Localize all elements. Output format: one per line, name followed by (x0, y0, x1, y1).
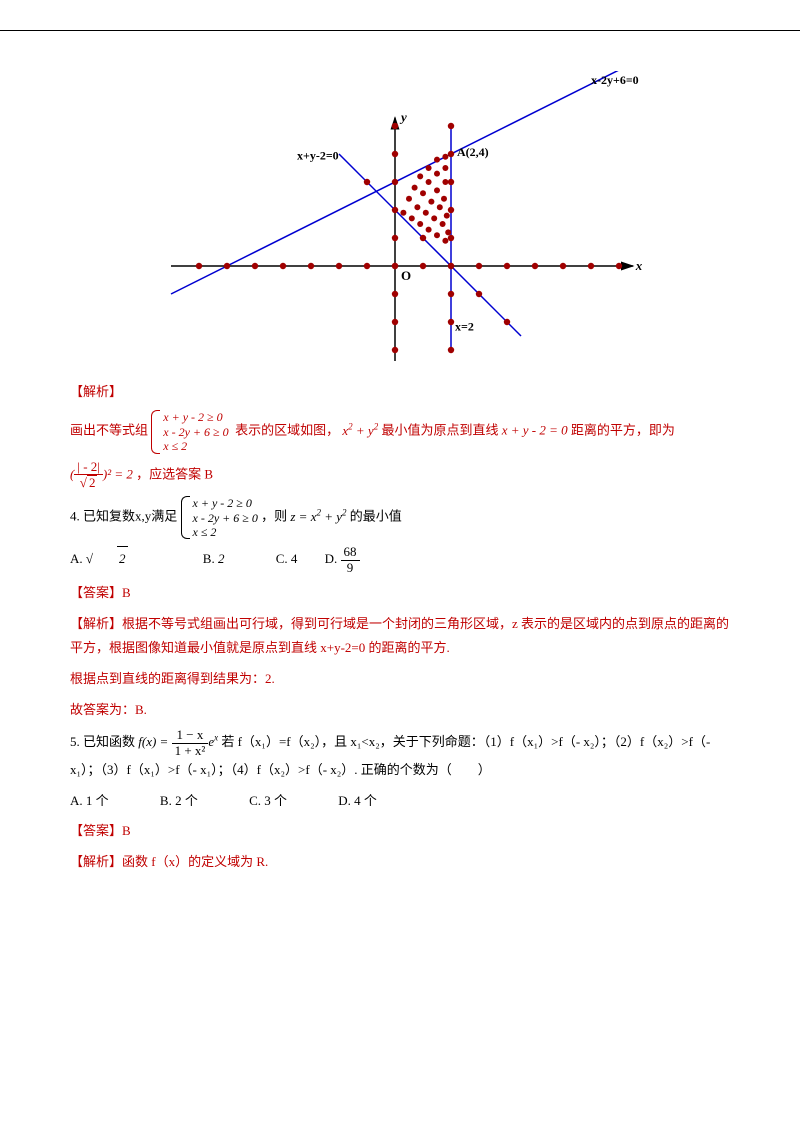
svg-text:x=2: x=2 (455, 319, 474, 333)
q4-exp1: 【解析】根据不等号式组画出可行域，得到可行域是一个封闭的三角形区域，z 表示的是… (70, 612, 740, 661)
q3-frac: | - 2| √2 (74, 460, 103, 491)
q4-opt-b: B. 2 (203, 551, 249, 566)
svg-text:x-2y+6=0: x-2y+6=0 (591, 73, 639, 87)
q5-opt-d: D. 4 个 (338, 793, 401, 808)
q3-line1: 画出不等式组 x + y - 2 ≥ 0 x - 2y + 6 ≥ 0 x ≤ … (70, 410, 740, 453)
q4-opt-a: A. √2 (70, 551, 176, 566)
q3-tail: ，应选答案 B (136, 466, 213, 481)
q5-opt-c: C. 3 个 (249, 793, 311, 808)
q3-line2: ( | - 2| √2 )² = 2 ，应选答案 B (70, 460, 740, 491)
q5-exp: 【解析】函数 f（x）的定义域为 R. (70, 850, 740, 875)
q5-func: f(x) = 1 − x 1 + x² ex (138, 734, 221, 749)
q5-opt-b: B. 2 个 (160, 793, 222, 808)
q3-sq: )² = 2 (103, 466, 133, 481)
feasible-region-chart: x y Ox-2y+6=0 x+y-2=0 x=2 A(2,4) (165, 71, 645, 370)
q3-xy: x2 + y2 (342, 423, 378, 438)
svg-text:x+y-2=0: x+y-2=0 (297, 149, 339, 163)
q4-suffix: 的最小值 (350, 509, 402, 524)
q4-stem: 4. 已知复数x,y满足 x + y - 2 ≥ 0 x - 2y + 6 ≥ … (70, 496, 740, 539)
q5-prefix: 5. 已知函数 (70, 734, 135, 749)
q5-stem: 5. 已知函数 f(x) = 1 − x 1 + x² ex 若 f（x₁）=f… (70, 728, 740, 782)
q4-opt-d: D. 689 (325, 551, 408, 566)
q4-system: x + y - 2 ≥ 0 x - 2y + 6 ≥ 0 x ≤ 2 (181, 496, 258, 539)
q3-text-b: 表示的区域如图， (235, 423, 339, 438)
q5-opt-a: A. 1 个 (70, 793, 133, 808)
svg-text:x: x (635, 258, 643, 273)
svg-text:y: y (399, 110, 407, 125)
analysis-label: 【解析】 (70, 380, 740, 405)
q4-opt-c: C. 4 (276, 551, 298, 566)
q4-prefix: 4. 已知复数x,y满足 (70, 509, 177, 524)
q4-exp2: 根据点到直线的距离得到结果为：2. (70, 667, 740, 692)
q5-options: A. 1 个 B. 2 个 C. 3 个 D. 4 个 (70, 789, 740, 814)
q4-mid: ，则 (261, 509, 287, 524)
q4-options: A. √2 B. 2 C. 4 D. 689 (70, 545, 740, 575)
q4-exp3: 故答案为：B. (70, 698, 740, 723)
q3-text-c: 最小值为原点到直线 (381, 423, 498, 438)
q4-z: z = x2 + y2 (290, 509, 346, 524)
q5-answer: 【答案】B (70, 819, 740, 844)
svg-text:O: O (401, 268, 411, 283)
q4-answer: 【答案】B (70, 581, 740, 606)
q3-text-a: 画出不等式组 (70, 423, 148, 438)
svg-text:A(2,4): A(2,4) (457, 145, 489, 159)
q3-system: x + y - 2 ≥ 0 x - 2y + 6 ≥ 0 x ≤ 2 (151, 410, 228, 453)
q3-line-eq: x + y - 2 = 0 (502, 423, 568, 438)
q3-text-d: 距离的平方，即为 (571, 423, 675, 438)
